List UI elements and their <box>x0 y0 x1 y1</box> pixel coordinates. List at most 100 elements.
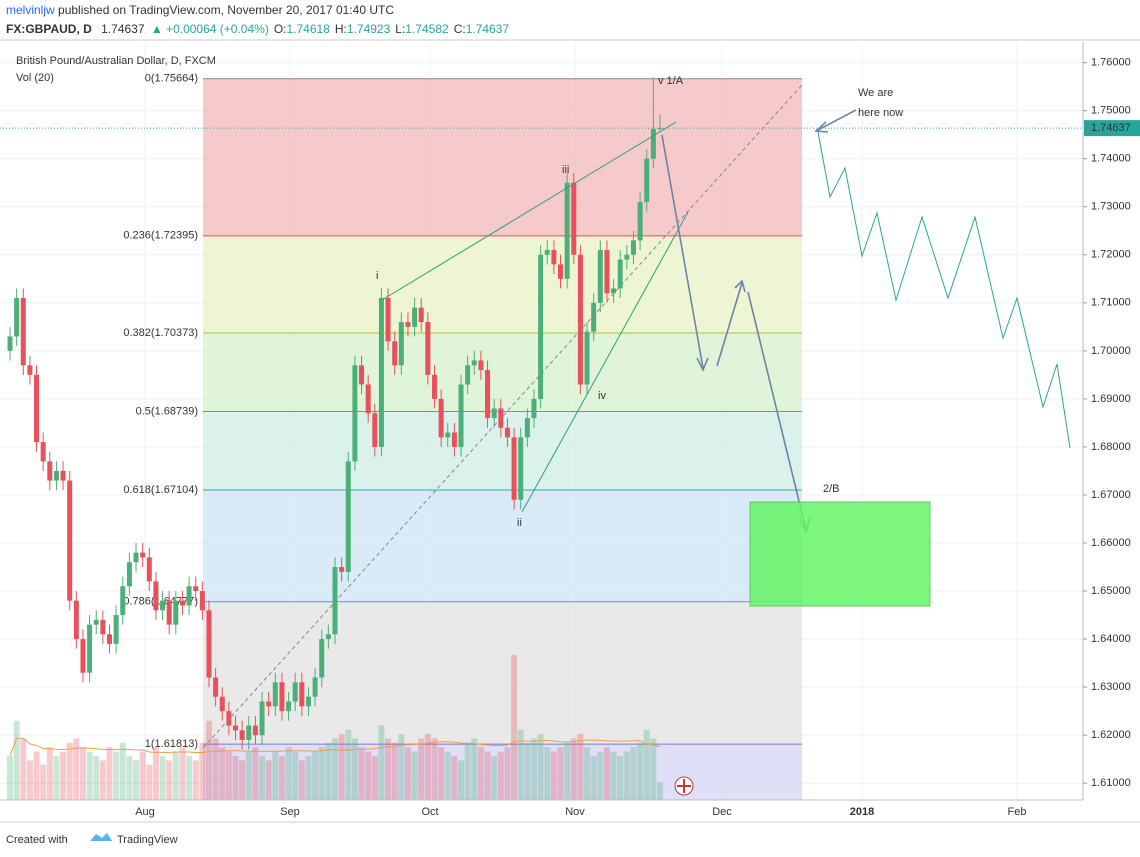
candle-body <box>412 307 418 327</box>
volume-bar <box>245 751 252 800</box>
user[interactable]: melvinljw <box>6 3 55 17</box>
annotation: iii <box>562 164 569 176</box>
y-tick-label: 1.74000 <box>1091 153 1131 165</box>
volume-bar <box>431 738 438 800</box>
volume-bar <box>285 747 292 800</box>
volume-bar <box>26 760 33 800</box>
candle-body <box>20 298 26 366</box>
x-tick-label: Oct <box>421 806 438 818</box>
candle-body <box>213 677 219 697</box>
volume-bar <box>590 756 597 800</box>
volume-bar <box>33 751 40 800</box>
volume-bar <box>391 742 398 800</box>
candle-body <box>120 586 126 616</box>
fib-zone <box>203 78 802 236</box>
y-tick-label: 1.69000 <box>1091 393 1131 405</box>
candle-body <box>332 567 338 635</box>
candle-body <box>352 365 358 462</box>
candle-body <box>206 610 212 678</box>
candle-body <box>584 331 590 385</box>
quote-value: 1.74923 <box>347 22 391 36</box>
candle-body <box>577 254 583 385</box>
candle-body <box>312 677 318 697</box>
annotation: ii <box>517 517 522 529</box>
volume-bar <box>617 756 624 800</box>
chart-title: British Pound/Australian Dollar, D, FXCM <box>16 55 216 67</box>
candle-body <box>471 360 477 366</box>
volume-bar <box>66 742 73 800</box>
volume-bar <box>584 747 591 800</box>
volume-bar <box>504 747 511 800</box>
volume-bar <box>404 747 411 800</box>
candle-body <box>259 701 265 736</box>
volume-bar <box>172 751 179 800</box>
volume-bar <box>278 756 285 800</box>
annotation: v 1/A <box>658 75 684 87</box>
volume-bar <box>424 734 431 800</box>
volume-label: Vol (20) <box>16 72 54 84</box>
price: 1.74637 <box>101 22 145 36</box>
volume-bar <box>517 729 524 800</box>
candle-body <box>60 470 66 481</box>
volume-bar <box>570 738 577 800</box>
last-price-label: 1.74637 <box>1091 122 1131 134</box>
symbol: FX:GBPAUD, D <box>6 22 92 36</box>
volume-bar <box>265 760 272 800</box>
candle-body <box>286 701 292 712</box>
x-tick-label: Nov <box>565 806 585 818</box>
candle-body <box>73 600 79 640</box>
volume-bar <box>312 751 319 800</box>
volume-bar <box>371 756 378 800</box>
candle-body <box>564 182 570 279</box>
candle-body <box>246 725 252 740</box>
volume-bar <box>650 738 657 800</box>
volume-bar <box>623 751 630 800</box>
volume-bar <box>53 756 60 800</box>
candle-body <box>650 128 656 159</box>
footer-brand[interactable]: TradingView <box>117 834 178 846</box>
header-line: melvinljw published on TradingView.com, … <box>6 3 394 17</box>
volume-bar <box>99 760 106 800</box>
volume-bar <box>544 747 551 800</box>
volume-bar <box>219 747 226 800</box>
volume-bar <box>192 760 199 800</box>
volume-bar <box>411 751 418 800</box>
candle-body <box>252 725 258 736</box>
volume-ma <box>9 737 661 757</box>
candle-body <box>518 437 524 500</box>
candle-body <box>597 249 603 303</box>
volume-bar <box>13 720 20 800</box>
volume-bar <box>79 747 86 800</box>
candle-body <box>418 307 424 323</box>
y-tick-label: 1.71000 <box>1091 297 1131 309</box>
fib-label: 1(1.61813) <box>145 738 198 750</box>
volume-bar <box>46 747 53 800</box>
volume-bar <box>524 742 531 800</box>
volume-bar <box>139 751 146 800</box>
logo <box>90 833 112 841</box>
candle-body <box>591 302 597 332</box>
drawing <box>381 121 677 301</box>
volume-bar <box>365 751 372 800</box>
candle-body <box>7 336 13 351</box>
candle-body <box>611 288 617 294</box>
y-tick-label: 1.64000 <box>1091 633 1131 645</box>
candle-body <box>644 158 650 202</box>
volume-bar <box>332 738 338 800</box>
volume-bar <box>252 747 259 800</box>
volume-bar <box>345 729 352 800</box>
volume-bar <box>40 764 47 800</box>
y-tick-label: 1.72000 <box>1091 249 1131 261</box>
volume-bar <box>484 751 491 800</box>
quote-line: FX:GBPAUD, D 1.74637 ▲ +0.00064 (+0.04%)… <box>6 22 509 36</box>
volume-bar <box>637 742 644 800</box>
volume-bar <box>451 756 458 800</box>
volume-bar <box>205 720 212 800</box>
y-tick-label: 1.73000 <box>1091 201 1131 213</box>
quote-key: C: <box>454 22 466 36</box>
drawing <box>716 279 746 367</box>
candle-body <box>465 365 471 385</box>
fib-label: 0.382(1.70373) <box>123 327 198 339</box>
volume-bar <box>272 751 279 800</box>
candle-body <box>359 365 365 385</box>
